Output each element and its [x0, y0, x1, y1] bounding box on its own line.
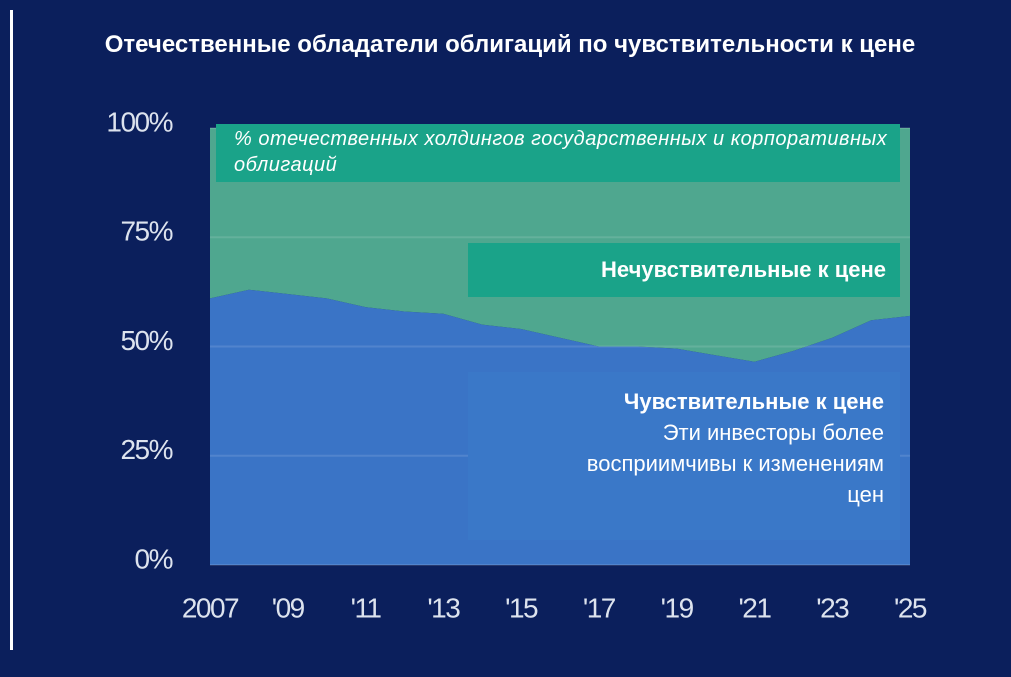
series-label: Чувствительные к цене	[623, 389, 884, 414]
series-label: Нечувствительные к цене	[468, 243, 900, 297]
chart-title: Отечественные обладатели облигаций по чу…	[104, 31, 916, 58]
y-tick-label: 75%	[120, 216, 172, 247]
y-tick-label: 25%	[120, 434, 172, 465]
y-tick-label: 50%	[120, 325, 172, 356]
x-tick-label: '19	[661, 592, 694, 623]
x-tick-label: '15	[505, 592, 538, 623]
x-tick-label: 2007	[182, 592, 239, 623]
subtitle: % отечественных холдингов государственны…	[216, 124, 900, 182]
x-tick-label: '21	[738, 592, 771, 623]
x-tick-label: '23	[816, 592, 849, 623]
x-tick-label: '11	[351, 592, 382, 623]
left-rule	[10, 10, 13, 650]
y-tick-label: 0%	[135, 543, 173, 574]
x-tick-label: '17	[583, 592, 616, 623]
x-tick-label: '13	[427, 592, 460, 623]
x-tick-label: '25	[894, 592, 927, 623]
x-tick-label: '09	[272, 592, 305, 623]
series-label-box: Чувствительные к цене Эти инвесторы более…	[468, 372, 900, 540]
y-tick-label: 100%	[106, 106, 172, 137]
annotation: Эти инвесторы более восприимчивы к измен…	[586, 420, 884, 507]
